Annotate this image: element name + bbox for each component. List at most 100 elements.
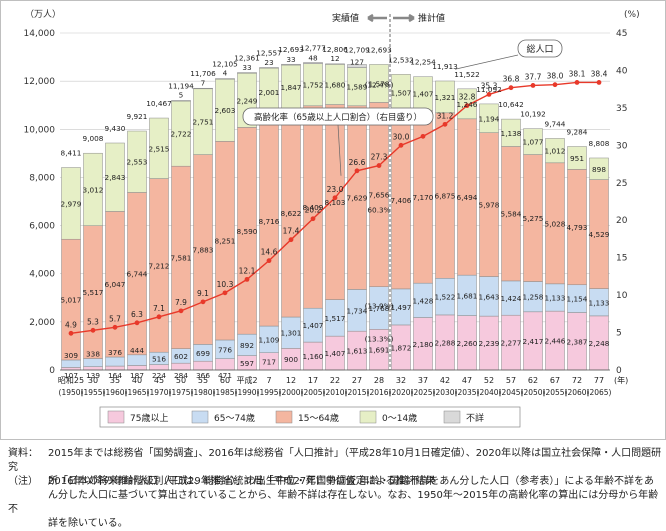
aging-rate-label: 5.3 xyxy=(87,317,99,326)
bar-segment xyxy=(193,360,213,371)
x-tick-year: (2060) xyxy=(565,388,590,397)
aging-rate-label: 27.3 xyxy=(371,153,388,162)
label-15-64: 7,406 xyxy=(391,196,412,205)
aging-rate-point xyxy=(68,330,74,336)
bar-segment xyxy=(127,354,147,366)
footnote: （注） 2016年以降の年齢階級別人口は、総務省統計局「平成27年国勢調査 年齢・… xyxy=(8,475,666,531)
x-tick-year: (2000) xyxy=(279,388,304,397)
label-65-74: 602 xyxy=(174,352,188,361)
label-0-14: 3,012 xyxy=(83,185,104,194)
x-tick-year: (2065) xyxy=(587,388,612,397)
x-tick-era: 28 xyxy=(374,376,384,385)
label-75-plus: 597 xyxy=(240,359,254,368)
label-75-plus: 717 xyxy=(262,357,276,366)
x-tick-year: (1955) xyxy=(81,388,106,397)
label-65-74: 1,517 xyxy=(325,314,346,323)
total-label: 9,284 xyxy=(567,127,588,136)
x-tick-year: (1965) xyxy=(125,388,150,397)
bar-segment xyxy=(501,118,521,147)
bar-segment xyxy=(105,142,125,212)
label-75-plus: 900 xyxy=(284,355,298,364)
total-label: 9,744 xyxy=(545,119,566,128)
total-label: 8,411 xyxy=(61,149,82,158)
total-annotation-leader xyxy=(454,54,519,70)
aging-rate-label: 23.0 xyxy=(327,185,344,194)
total-label: 12,532 xyxy=(388,55,414,64)
legend-swatch xyxy=(107,410,125,424)
right-tick-label: 20 xyxy=(616,216,628,226)
x-tick-year: (1990) xyxy=(235,388,260,397)
footnote-line: 詳を除いている。 xyxy=(48,518,128,529)
legend-label: 不詳 xyxy=(466,412,484,424)
bar-segment xyxy=(83,358,103,367)
label-0-14: 1,752 xyxy=(303,81,324,90)
bar-segment xyxy=(127,365,147,371)
label-15-64: 6,744 xyxy=(127,270,148,279)
right-tick-label: 40 xyxy=(616,66,628,76)
x-tick-era: 55 xyxy=(198,376,208,385)
x-tick-era: 62 xyxy=(528,376,538,385)
x-tick-year: (2020) xyxy=(389,388,414,397)
bar-segment xyxy=(589,157,609,180)
label-15-64: 8,590 xyxy=(237,227,258,236)
total-label: 11,913 xyxy=(432,62,458,71)
bar-segment xyxy=(149,364,169,371)
total-label: 12,693 xyxy=(366,45,392,54)
right-tick-label: 25 xyxy=(616,179,627,189)
x-tick-year: (1950) xyxy=(59,388,84,397)
bar-segment xyxy=(83,366,103,371)
x-tick-year: (2030) xyxy=(433,388,458,397)
x-tick-era: 35 xyxy=(110,376,120,385)
footnote-head: （注） xyxy=(8,476,38,487)
label-unknown: 4 xyxy=(223,69,228,78)
label-0-14: 951 xyxy=(570,154,584,163)
label-unknown: 5 xyxy=(179,91,184,100)
bar-segment xyxy=(127,130,147,193)
label-75-plus: 164 xyxy=(108,371,122,380)
label-15-64: 5,517 xyxy=(83,288,104,297)
label-65-74: 1,424 xyxy=(501,294,522,303)
aging-rate-label: 7.1 xyxy=(153,304,165,313)
label-0-14: 2,603 xyxy=(215,106,236,115)
x-tick-year: (1985) xyxy=(213,388,238,397)
label-75-plus: 1,872 xyxy=(391,343,412,352)
aging-rate-label: 31.2 xyxy=(437,111,454,120)
label-75-plus: 2,288 xyxy=(435,338,456,347)
left-tick-label: 2,000 xyxy=(29,318,55,328)
label-65-74: 1,133 xyxy=(545,293,566,302)
aging-rate-point xyxy=(442,121,448,127)
bar-segment xyxy=(479,103,499,133)
x-tick-year: (1975) xyxy=(169,388,194,397)
right-tick-label: 30 xyxy=(616,141,628,151)
label-15-64: 8,409 xyxy=(303,203,324,212)
x-tick-year: (2050) xyxy=(521,388,546,397)
left-tick-label: 0 xyxy=(49,366,55,376)
aging-rate-label: 38.4 xyxy=(591,69,608,78)
x-tick-year: (1995) xyxy=(257,388,282,397)
projected-arrow-icon xyxy=(393,13,415,23)
aging-rate-point xyxy=(398,142,404,148)
aging-rate-point xyxy=(266,258,272,264)
left-tick-label: 8,000 xyxy=(29,173,55,183)
x-tick-year: (1980) xyxy=(191,388,216,397)
aging-rate-point xyxy=(288,237,294,243)
label-0-14: 1,847 xyxy=(281,83,302,92)
footnote-line: 2016年以降の年齢階級別人口は、総務省統計局「平成27年国勢調査 年齢・国籍不… xyxy=(48,476,655,487)
x-tick-era: 42 xyxy=(440,376,450,385)
label-15-64: 7,170 xyxy=(413,193,434,202)
aging-rate-point xyxy=(596,80,602,85)
label-75-plus: 187 xyxy=(130,371,144,380)
label-unknown: 7 xyxy=(201,78,206,87)
source-note: 資料： 2015年までは総務省「国勢調査」、2016年は総務省「人口推計」（平成2… xyxy=(8,447,666,489)
total-label: 12,105 xyxy=(212,60,238,69)
aging-rate-label: 10.3 xyxy=(217,280,234,289)
total-label: 11,092 xyxy=(476,85,502,94)
label-0-14: 1,077 xyxy=(523,138,544,147)
aging-rate-label: 7.9 xyxy=(175,298,187,307)
x-tick-era: 平成2 xyxy=(236,375,257,385)
x-tick-year: (2016) xyxy=(367,388,392,397)
label-15-64: 8,716 xyxy=(259,217,280,226)
label-0-14: 1,680 xyxy=(325,80,346,89)
label-75-plus: 284 xyxy=(174,371,188,380)
legend-label: 0～14歳 xyxy=(382,412,417,424)
